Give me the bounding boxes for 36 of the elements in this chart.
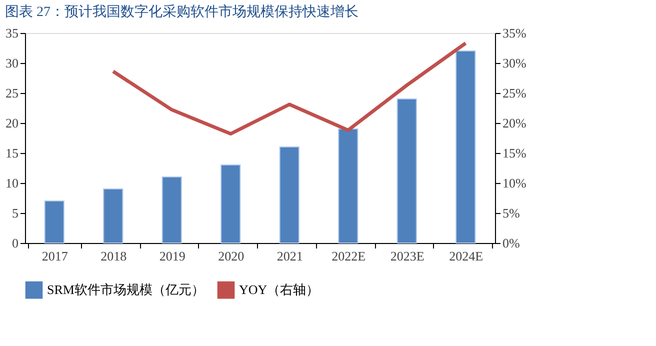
x-tick-label: 2020 [218, 248, 244, 264]
chart-title: 图表 27：预计我国数字化采购软件市场规模保持快速增长 [5, 4, 358, 20]
y2-tick-label: 0% [502, 236, 520, 250]
y2-tick-label: 20% [502, 116, 526, 130]
y2-tick-label: 15% [502, 146, 526, 160]
x-tick-label: 2023E [390, 248, 424, 264]
legend-label: YOY（右轴） [239, 282, 320, 298]
y-tick-label: 0 [12, 236, 18, 250]
x-tick-label: 2019 [159, 248, 186, 264]
y2-tick-label: 30% [502, 56, 526, 70]
y-tick-label: 10 [6, 176, 18, 190]
y2-tick-label: 10% [502, 176, 526, 190]
x-tick-label: 2024E [449, 248, 484, 264]
bar [279, 146, 300, 244]
x-tick-label: 2022E [332, 248, 366, 264]
bar [162, 176, 182, 244]
y2-tick-label: 35% [502, 26, 526, 40]
legend-label: SRM软件市场规模（亿元） [47, 282, 204, 298]
bar [103, 188, 124, 244]
bar [220, 164, 241, 244]
x-tick-label: 2017 [42, 248, 68, 264]
y2-tick-label: 5% [502, 206, 520, 220]
y-tick-label: 5 [12, 206, 18, 220]
line-series [111, 41, 468, 136]
y-tick-label: 35 [6, 26, 18, 40]
bar [44, 200, 64, 244]
y-tick-label: 20 [6, 116, 18, 130]
bar [338, 128, 358, 244]
y-tick-label: 15 [6, 146, 18, 160]
y-tick-label: 30 [6, 56, 18, 70]
y2-tick-label: 25% [502, 86, 526, 100]
x-tick-label: 2021 [276, 248, 303, 264]
y-tick-label: 25 [6, 86, 18, 100]
bar [396, 98, 417, 244]
x-tick-label: 2018 [100, 248, 127, 264]
bar [456, 50, 476, 244]
